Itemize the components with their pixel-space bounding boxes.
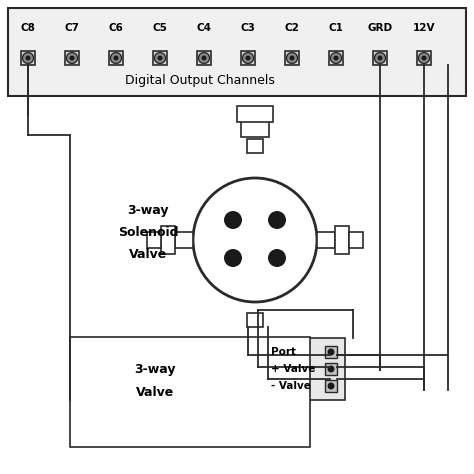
Text: Port: Port (271, 347, 296, 357)
Text: 3-way: 3-way (127, 203, 169, 217)
Bar (241, 121, 269, 137)
Circle shape (328, 365, 335, 373)
Circle shape (224, 211, 242, 229)
Text: Valve: Valve (136, 385, 174, 399)
Bar (325, 346, 337, 358)
Bar (65, 51, 79, 65)
Circle shape (199, 53, 210, 64)
Bar (329, 51, 343, 65)
Bar (153, 51, 167, 65)
Bar (417, 51, 431, 65)
Bar (109, 51, 123, 65)
Text: 12V: 12V (413, 23, 435, 33)
Text: C7: C7 (64, 23, 80, 33)
Circle shape (70, 55, 74, 61)
Text: C3: C3 (241, 23, 255, 33)
Bar (349, 232, 363, 248)
Bar (21, 51, 35, 65)
Circle shape (224, 249, 242, 267)
Circle shape (268, 211, 286, 229)
Text: 3-way: 3-way (134, 364, 176, 376)
Circle shape (110, 53, 121, 64)
Bar (265, 338, 345, 400)
Circle shape (421, 55, 427, 61)
Circle shape (374, 53, 385, 64)
Text: C5: C5 (153, 23, 167, 33)
Bar (70, 337, 310, 447)
Text: Solenoid: Solenoid (118, 226, 178, 238)
Circle shape (66, 53, 78, 64)
Text: C1: C1 (328, 23, 344, 33)
Bar (175, 232, 193, 248)
Circle shape (330, 53, 341, 64)
Text: C8: C8 (20, 23, 36, 33)
Bar (247, 139, 263, 153)
Text: Valve: Valve (129, 247, 167, 261)
Bar (161, 226, 175, 254)
Bar (8, 8, 466, 96)
Bar (325, 380, 337, 392)
Circle shape (201, 55, 207, 61)
Text: Digital Output Channels: Digital Output Channels (125, 73, 275, 86)
Bar (335, 226, 349, 254)
Circle shape (113, 55, 118, 61)
Bar (317, 232, 335, 248)
Bar (285, 51, 299, 65)
Bar (373, 51, 387, 65)
Circle shape (419, 53, 429, 64)
Circle shape (290, 55, 294, 61)
Circle shape (268, 249, 286, 267)
Circle shape (334, 55, 338, 61)
Circle shape (26, 55, 30, 61)
Text: C6: C6 (109, 23, 123, 33)
Circle shape (157, 55, 163, 61)
Bar (241, 51, 255, 65)
Bar (325, 363, 337, 375)
Circle shape (377, 55, 383, 61)
Circle shape (22, 53, 34, 64)
Bar (197, 51, 211, 65)
Circle shape (155, 53, 165, 64)
Circle shape (243, 53, 254, 64)
Circle shape (328, 383, 335, 390)
Circle shape (246, 55, 250, 61)
Text: C4: C4 (197, 23, 211, 33)
Circle shape (286, 53, 298, 64)
Bar (247, 313, 263, 327)
Circle shape (328, 348, 335, 356)
Text: + Valve: + Valve (271, 364, 315, 374)
Text: GRD: GRD (367, 23, 392, 33)
Circle shape (193, 178, 317, 302)
Text: C2: C2 (284, 23, 300, 33)
Bar (147, 232, 161, 248)
Bar (237, 106, 273, 122)
Text: - Valve: - Valve (271, 381, 311, 391)
